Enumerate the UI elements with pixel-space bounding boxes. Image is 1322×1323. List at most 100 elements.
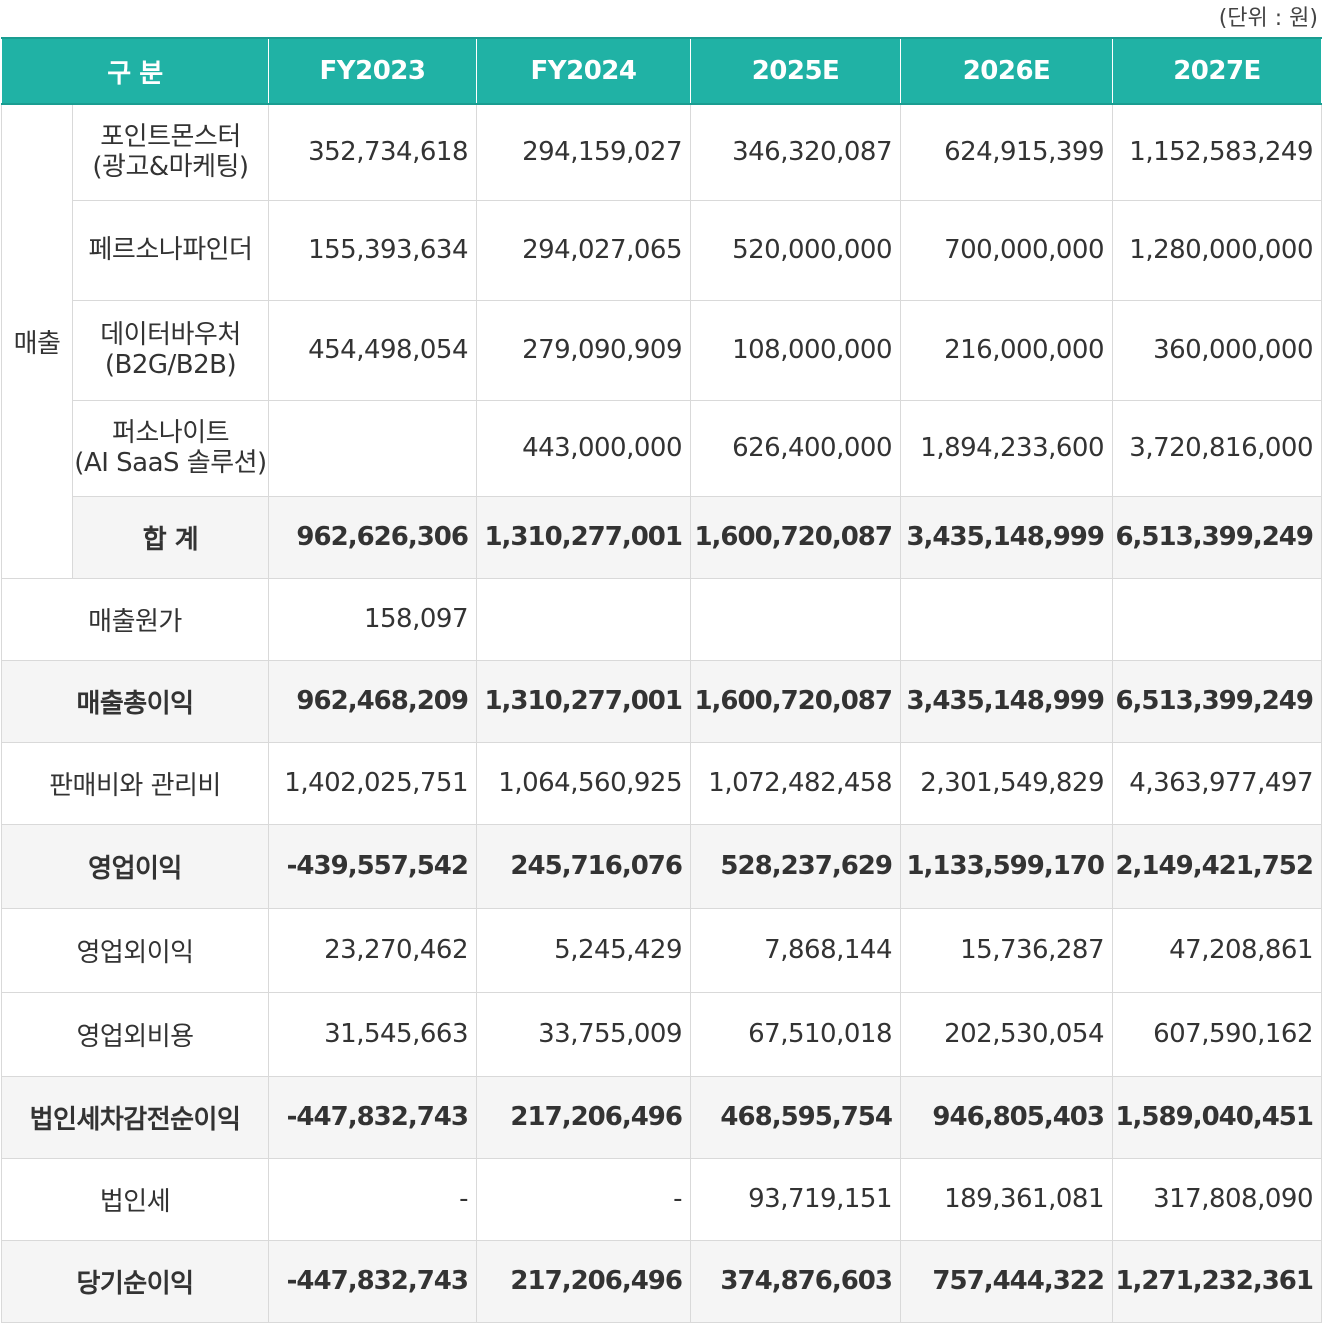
value-cell: 1,310,277,001 <box>476 659 691 743</box>
row-label: 법인세 <box>1 1157 269 1241</box>
row-label: 매출원가 <box>1 577 269 661</box>
value-cell: 626,400,000 <box>690 399 901 497</box>
value-cell: 454,498,054 <box>268 299 477 401</box>
header-fy2024: FY2024 <box>476 37 691 105</box>
value-cell: 2,149,421,752 <box>1112 823 1322 909</box>
statement-row: 매출원가 158,097 <box>1 577 1322 661</box>
value-cell: 1,152,583,249 <box>1112 103 1322 201</box>
statement-row: 영업이익 -439,557,542 245,716,076 528,237,629 1,… <box>1 823 1322 909</box>
value-cell: 700,000,000 <box>900 199 1113 301</box>
value-cell: 468,595,754 <box>690 1075 901 1159</box>
sales-row-label-line2: (AI SaaS 솔루션) <box>74 448 267 478</box>
value-cell: 67,510,018 <box>690 991 901 1077</box>
sales-row: 퍼소나이트 (AI SaaS 솔루션) 443,000,000 626,400,000… <box>2 399 1322 497</box>
row-label: 판매비와 관리비 <box>1 741 269 825</box>
value-cell: 245,716,076 <box>476 823 691 909</box>
value-cell: 7,868,144 <box>690 907 901 993</box>
value-cell: 520,000,000 <box>690 199 901 301</box>
value-cell: 1,271,232,361 <box>1112 1239 1322 1323</box>
value-cell: 2,301,549,829 <box>900 741 1113 825</box>
value-cell: 3,720,816,000 <box>1112 399 1322 497</box>
value-cell: 6,513,399,249 <box>1112 495 1322 579</box>
value-cell: 6,513,399,249 <box>1112 659 1322 743</box>
value-cell: -447,832,743 <box>268 1075 477 1159</box>
statement-row: 법인세차감전순이익 -447,832,743 217,206,496 468,595,… <box>1 1075 1322 1159</box>
value-cell: 3,435,148,999 <box>900 659 1113 743</box>
value-cell: 317,808,090 <box>1112 1157 1322 1241</box>
header-category: 구 분 <box>1 37 269 105</box>
value-cell: 624,915,399 <box>900 103 1113 201</box>
value-cell: 1,310,277,001 <box>476 495 691 579</box>
sales-row: 데이터바우처 (B2G/B2B) 454,498,054 279,090,909 108… <box>2 299 1322 401</box>
value-cell: 216,000,000 <box>900 299 1113 401</box>
sales-row-label-line1: 퍼소나이트 <box>111 418 230 448</box>
value-cell: 1,133,599,170 <box>900 823 1113 909</box>
value-cell: 31,545,663 <box>268 991 477 1077</box>
value-cell: 1,064,560,925 <box>476 741 691 825</box>
value-cell: 962,626,306 <box>268 495 477 579</box>
value-cell: 528,237,629 <box>690 823 901 909</box>
value-cell: 15,736,287 <box>900 907 1113 993</box>
sales-row-label-line2: (B2G/B2B) <box>104 350 237 380</box>
value-cell <box>268 399 477 497</box>
header-2025e: 2025E <box>690 37 901 105</box>
value-cell: 962,468,209 <box>268 659 477 743</box>
value-cell: 607,590,162 <box>1112 991 1322 1077</box>
row-label: 영업외이익 <box>1 907 269 993</box>
value-cell: 47,208,861 <box>1112 907 1322 993</box>
value-cell: 346,320,087 <box>690 103 901 201</box>
income-statement-table: 구 분 FY2023 FY2024 2025E 2026E 2027E 매출 포인… <box>1 37 1322 1323</box>
value-cell: 155,393,634 <box>268 199 477 301</box>
value-cell <box>1112 577 1322 661</box>
header-row: 구 분 FY2023 FY2024 2025E 2026E 2027E <box>1 37 1322 105</box>
sales-row-label: 포인트몬스터 (광고&마케팅) <box>72 103 269 201</box>
value-cell: 1,894,233,600 <box>900 399 1113 497</box>
row-label: 매출총이익 <box>1 659 269 743</box>
value-cell: - <box>476 1157 691 1241</box>
sales-row-label: 데이터바우처 (B2G/B2B) <box>72 299 269 401</box>
value-cell: 93,719,151 <box>690 1157 901 1241</box>
value-cell <box>476 577 691 661</box>
value-cell: 1,280,000,000 <box>1112 199 1322 301</box>
statement-row: 매출총이익 962,468,209 1,310,277,001 1,600,720,0… <box>1 659 1322 743</box>
value-cell: 360,000,000 <box>1112 299 1322 401</box>
statement-row: 법인세 - -93,719,151 189,361,081 317,808,090 <box>1 1157 1322 1241</box>
value-cell: 1,072,482,458 <box>690 741 901 825</box>
header-fy2023: FY2023 <box>268 37 477 105</box>
value-cell: 294,159,027 <box>476 103 691 201</box>
value-cell <box>900 577 1113 661</box>
value-cell: 443,000,000 <box>476 399 691 497</box>
value-cell: - <box>268 1157 477 1241</box>
value-cell: 23,270,462 <box>268 907 477 993</box>
row-label: 당기순이익 <box>1 1239 269 1323</box>
value-cell: 757,444,322 <box>900 1239 1113 1323</box>
value-cell: -439,557,542 <box>268 823 477 909</box>
value-cell: 217,206,496 <box>476 1075 691 1159</box>
value-cell: 5,245,429 <box>476 907 691 993</box>
value-cell: 217,206,496 <box>476 1239 691 1323</box>
row-label: 영업외비용 <box>1 991 269 1077</box>
value-cell: 158,097 <box>268 577 477 661</box>
value-cell <box>690 577 901 661</box>
row-label: 법인세차감전순이익 <box>1 1075 269 1159</box>
statement-row: 영업외이익 23,270,462 5,245,429 7,868,144 15,736,… <box>1 907 1322 993</box>
sales-group-label: 매출 <box>1 103 73 579</box>
value-cell: 279,090,909 <box>476 299 691 401</box>
value-cell: 352,734,618 <box>268 103 477 201</box>
value-cell: -447,832,743 <box>268 1239 477 1323</box>
value-cell: 1,600,720,087 <box>690 659 901 743</box>
statement-row: 영업외비용 31,545,663 33,755,009 67,510,018 202,5… <box>1 991 1322 1077</box>
statement-row: 판매비와 관리비 1,402,025,751 1,064,560,925 1,072,… <box>1 741 1322 825</box>
value-cell: 189,361,081 <box>900 1157 1113 1241</box>
value-cell: 1,600,720,087 <box>690 495 901 579</box>
header-2026e: 2026E <box>900 37 1113 105</box>
sales-total-label: 합 계 <box>72 495 269 579</box>
sales-row-label-line1: 데이터바우처 <box>100 320 241 350</box>
value-cell: 1,589,040,451 <box>1112 1075 1322 1159</box>
sales-row-label: 퍼소나이트 (AI SaaS 솔루션) <box>72 399 269 497</box>
row-label: 영업이익 <box>1 823 269 909</box>
sales-total-row: 합 계 962,626,306 1,310,277,001 1,600,720,087… <box>2 495 1322 579</box>
value-cell: 374,876,603 <box>690 1239 901 1323</box>
value-cell: 108,000,000 <box>690 299 901 401</box>
value-cell: 946,805,403 <box>900 1075 1113 1159</box>
